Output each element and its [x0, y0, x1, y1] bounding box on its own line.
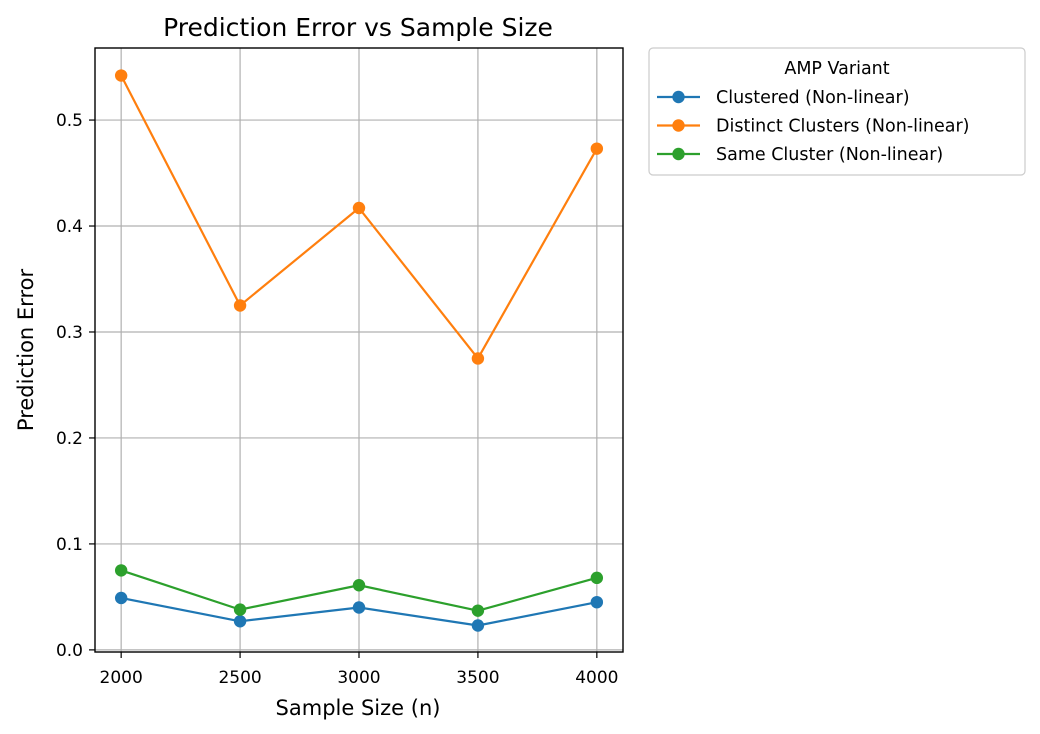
y-tick-label: 0.1	[56, 535, 83, 555]
data-point	[352, 579, 366, 592]
legend-marker	[672, 90, 685, 104]
x-axis-label: Sample Size (n)	[276, 696, 441, 720]
legend-marker	[672, 119, 685, 132]
data-point	[114, 591, 128, 605]
legend: AMP Variant Clustered (Non-linear) Distin…	[648, 47, 1026, 176]
y-tick-label: 0.4	[56, 217, 83, 237]
data-point	[352, 201, 366, 215]
y-tick-label: 0.5	[56, 111, 83, 131]
legend-label: Clustered (Non-linear)	[716, 88, 910, 108]
legend-marker	[672, 147, 685, 161]
y-tick-label: 0.3	[56, 323, 83, 343]
data-point	[233, 299, 247, 312]
series-2	[114, 564, 604, 617]
data-point	[590, 142, 604, 155]
y-axis-label: Prediction Error	[14, 269, 38, 432]
grid	[95, 48, 623, 652]
data-point	[590, 595, 604, 609]
legend-title: AMP Variant	[784, 59, 889, 79]
series-0	[114, 591, 604, 632]
data-point	[471, 619, 485, 632]
series-layer	[114, 69, 604, 632]
legend-item: Clustered (Non-linear)	[657, 88, 910, 108]
x-tick-label: 2000	[100, 668, 143, 688]
x-tick-label: 3000	[337, 668, 380, 688]
data-point	[114, 564, 128, 577]
legend-box	[648, 47, 1026, 176]
data-point	[233, 603, 247, 616]
data-point	[471, 604, 485, 617]
x-tick-label: 4000	[575, 668, 618, 688]
series-1	[114, 69, 604, 365]
data-point	[233, 615, 247, 628]
legend-label: Same Cluster (Non-linear)	[716, 145, 943, 165]
legend-item: Distinct Clusters (Non-linear)	[657, 117, 969, 137]
x-tick-label: 3500	[456, 668, 499, 688]
legend-item: Same Cluster (Non-linear)	[657, 145, 943, 165]
data-point	[352, 601, 366, 614]
legend-label: Distinct Clusters (Non-linear)	[716, 117, 969, 137]
ticks: 2000 2500 3000 3500 4000 0.0 0.1 0.2 0.3 0.4 0.5	[56, 111, 619, 688]
chart-title: Prediction Error vs Sample Size	[163, 13, 553, 42]
y-tick-label: 0.2	[56, 429, 83, 449]
data-point	[471, 352, 485, 365]
x-tick-label: 2500	[218, 668, 261, 688]
y-tick-label: 0.0	[56, 641, 83, 661]
data-point	[590, 571, 604, 585]
data-point	[114, 69, 128, 82]
